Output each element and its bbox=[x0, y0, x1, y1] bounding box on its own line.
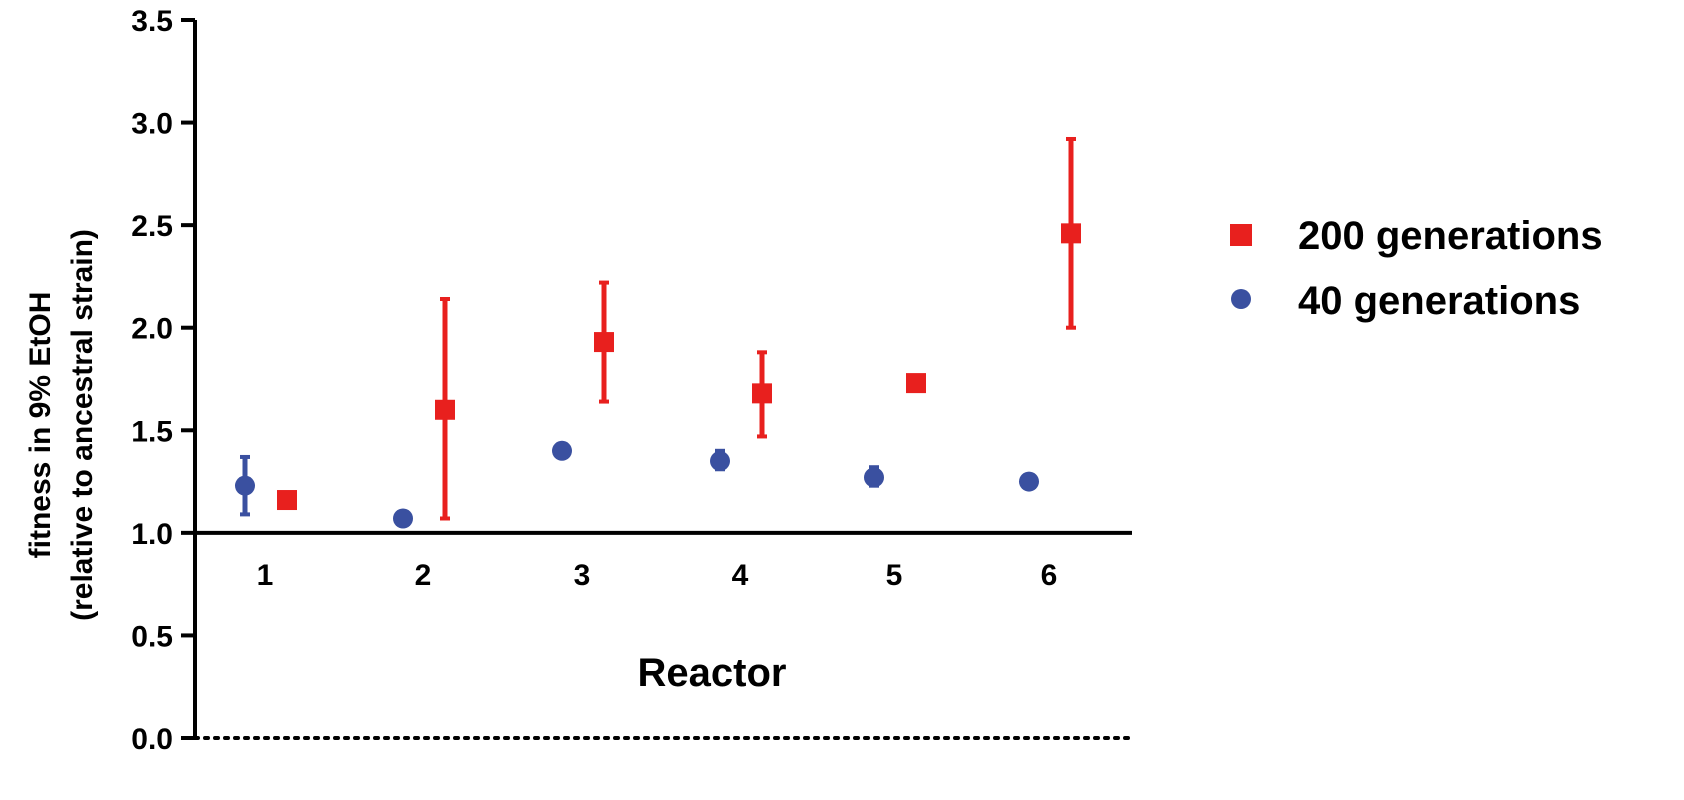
y-axis: 0.0 0.5 1.0 1.5 2.0 2.5 3.0 3.5 bbox=[131, 5, 197, 756]
point-200-generations-reactor-3 bbox=[594, 332, 614, 353]
y-tick-label-1: 0.5 bbox=[131, 620, 173, 653]
x-tick-label-6: 6 bbox=[1041, 559, 1058, 592]
point-40-generations-reactor-6 bbox=[1019, 471, 1039, 492]
x-tick-label-1: 1 bbox=[257, 559, 274, 592]
y-tick-label-3: 1.5 bbox=[131, 415, 173, 448]
point-200-generations-reactor-6 bbox=[1061, 223, 1081, 244]
legend-label-200-generations: 200 generations bbox=[1298, 214, 1603, 258]
y-tick-label-2: 1.0 bbox=[131, 518, 173, 551]
y-tick-label-4: 2.0 bbox=[131, 313, 173, 346]
point-40-generations-reactor-3 bbox=[552, 440, 572, 461]
y-tick-label-7: 3.5 bbox=[131, 5, 173, 38]
x-tick-label-3: 3 bbox=[574, 559, 591, 592]
x-tick-label-2: 2 bbox=[415, 559, 432, 592]
point-40-generations-reactor-2 bbox=[393, 508, 413, 529]
legend-marker-200-generations bbox=[1230, 224, 1252, 246]
y-axis-title-line1: fitness in 9% EtOH bbox=[24, 292, 57, 559]
point-200-generations-reactor-1 bbox=[277, 490, 297, 511]
y-tick-label-5: 2.5 bbox=[131, 210, 173, 243]
point-40-generations-reactor-4 bbox=[710, 451, 730, 472]
legend-marker-40-generations bbox=[1231, 289, 1251, 309]
x-tick-label-5: 5 bbox=[886, 559, 903, 592]
y-tick-label-0: 0.0 bbox=[131, 723, 173, 756]
legend: 200 generations 40 generations bbox=[1230, 214, 1603, 323]
data-marks bbox=[235, 136, 1081, 529]
point-200-generations-reactor-2 bbox=[435, 399, 455, 420]
point-40-generations-reactor-1 bbox=[235, 475, 255, 496]
x-axis-title: Reactor bbox=[638, 651, 787, 695]
point-40-generations-reactor-5 bbox=[864, 467, 884, 488]
y-axis-title-line2: (relative to ancestral strain) bbox=[66, 229, 99, 621]
y-tick-label-6: 3.0 bbox=[131, 108, 173, 141]
x-axis: 1 2 3 4 5 6 bbox=[193, 530, 1134, 740]
x-tick-label-4: 4 bbox=[732, 559, 749, 592]
point-200-generations-reactor-5 bbox=[906, 373, 926, 394]
legend-label-40-generations: 40 generations bbox=[1298, 279, 1580, 323]
point-200-generations-reactor-4 bbox=[752, 383, 772, 404]
